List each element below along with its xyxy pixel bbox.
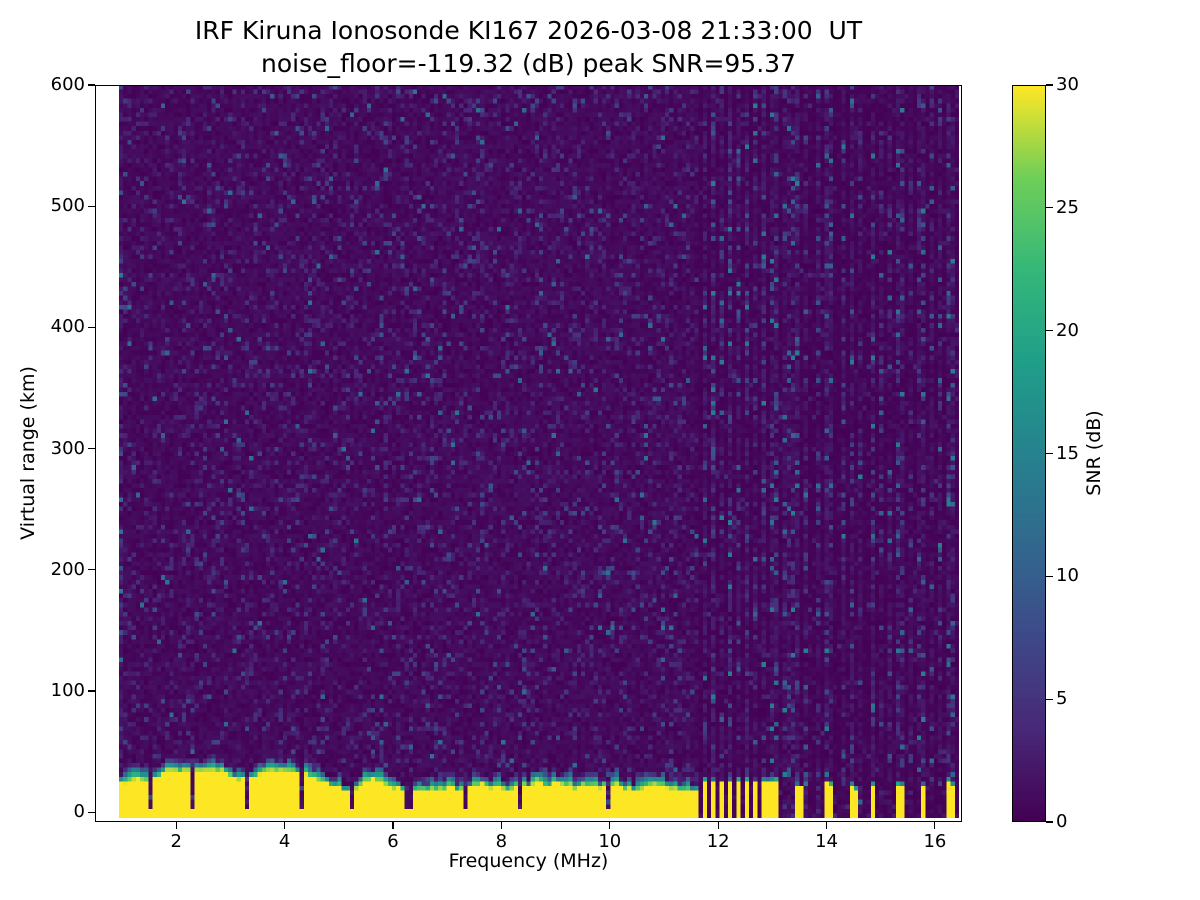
y-tick-label: 400	[50, 316, 85, 338]
x-tick-label: 8	[495, 831, 508, 852]
colorbar-tick-mark	[1046, 452, 1053, 455]
colorbar-tick-label: 0	[1056, 811, 1068, 832]
y-tick-mark	[88, 205, 95, 207]
x-tick-label: 16	[923, 831, 947, 852]
colorbar-tick-mark	[1046, 575, 1053, 577]
x-tick-mark	[284, 822, 286, 829]
y-tick-mark	[88, 84, 95, 86]
x-tick-label: 4	[278, 831, 291, 852]
y-axis-label: Virtual range (km)	[17, 366, 39, 540]
colorbar-tick-mark	[1046, 207, 1053, 209]
y-tick-label: 500	[50, 195, 85, 217]
colorbar-tick-label: 10	[1056, 565, 1079, 587]
chart-title: IRF Kiruna Ionosonde KI167 2026-03-08 21…	[194, 16, 863, 45]
colorbar-tick-label: 20	[1056, 319, 1079, 341]
x-tick-mark	[175, 822, 177, 829]
x-tick-label: 12	[706, 831, 730, 852]
x-tick-mark	[934, 822, 936, 829]
colorbar-tick-mark	[1046, 84, 1053, 86]
chart-subtitle: noise_floor=-119.32 (dB) peak SNR=95.37	[261, 49, 796, 78]
y-tick-label: 200	[50, 558, 85, 580]
colorbar-gradient	[1012, 85, 1046, 822]
y-tick-mark	[88, 690, 95, 692]
y-tick-label: 600	[50, 74, 85, 95]
x-tick-mark	[500, 822, 502, 829]
x-axis-label: Frequency (MHz)	[448, 850, 609, 872]
colorbar-tick-label: 30	[1056, 74, 1079, 95]
x-tick-mark	[825, 822, 828, 829]
y-tick-mark	[88, 811, 95, 813]
x-tick-mark	[717, 822, 719, 829]
y-tick-mark	[88, 569, 95, 571]
x-tick-label: 2	[170, 831, 182, 852]
colorbar-tick-label: 5	[1056, 688, 1068, 710]
y-tick-label: 100	[50, 680, 85, 702]
ionogram-heatmap	[119, 85, 960, 819]
y-tick-label: 300	[50, 437, 85, 459]
colorbar-tick-mark	[1046, 330, 1053, 332]
colorbar-tick-mark	[1046, 821, 1053, 823]
y-tick-label: 0	[73, 801, 85, 823]
y-tick-mark	[88, 326, 95, 329]
colorbar-label: SNR (dB)	[1083, 410, 1105, 496]
colorbar-tick-label: 15	[1056, 442, 1079, 464]
x-tick-label: 14	[815, 831, 838, 852]
colorbar-tick-mark	[1046, 698, 1053, 700]
x-tick-mark	[392, 822, 394, 829]
x-tick-mark	[609, 822, 611, 829]
x-tick-label: 10	[598, 831, 622, 852]
colorbar-tick-label: 25	[1056, 196, 1079, 218]
x-tick-label: 6	[387, 831, 399, 852]
y-tick-mark	[88, 448, 95, 450]
